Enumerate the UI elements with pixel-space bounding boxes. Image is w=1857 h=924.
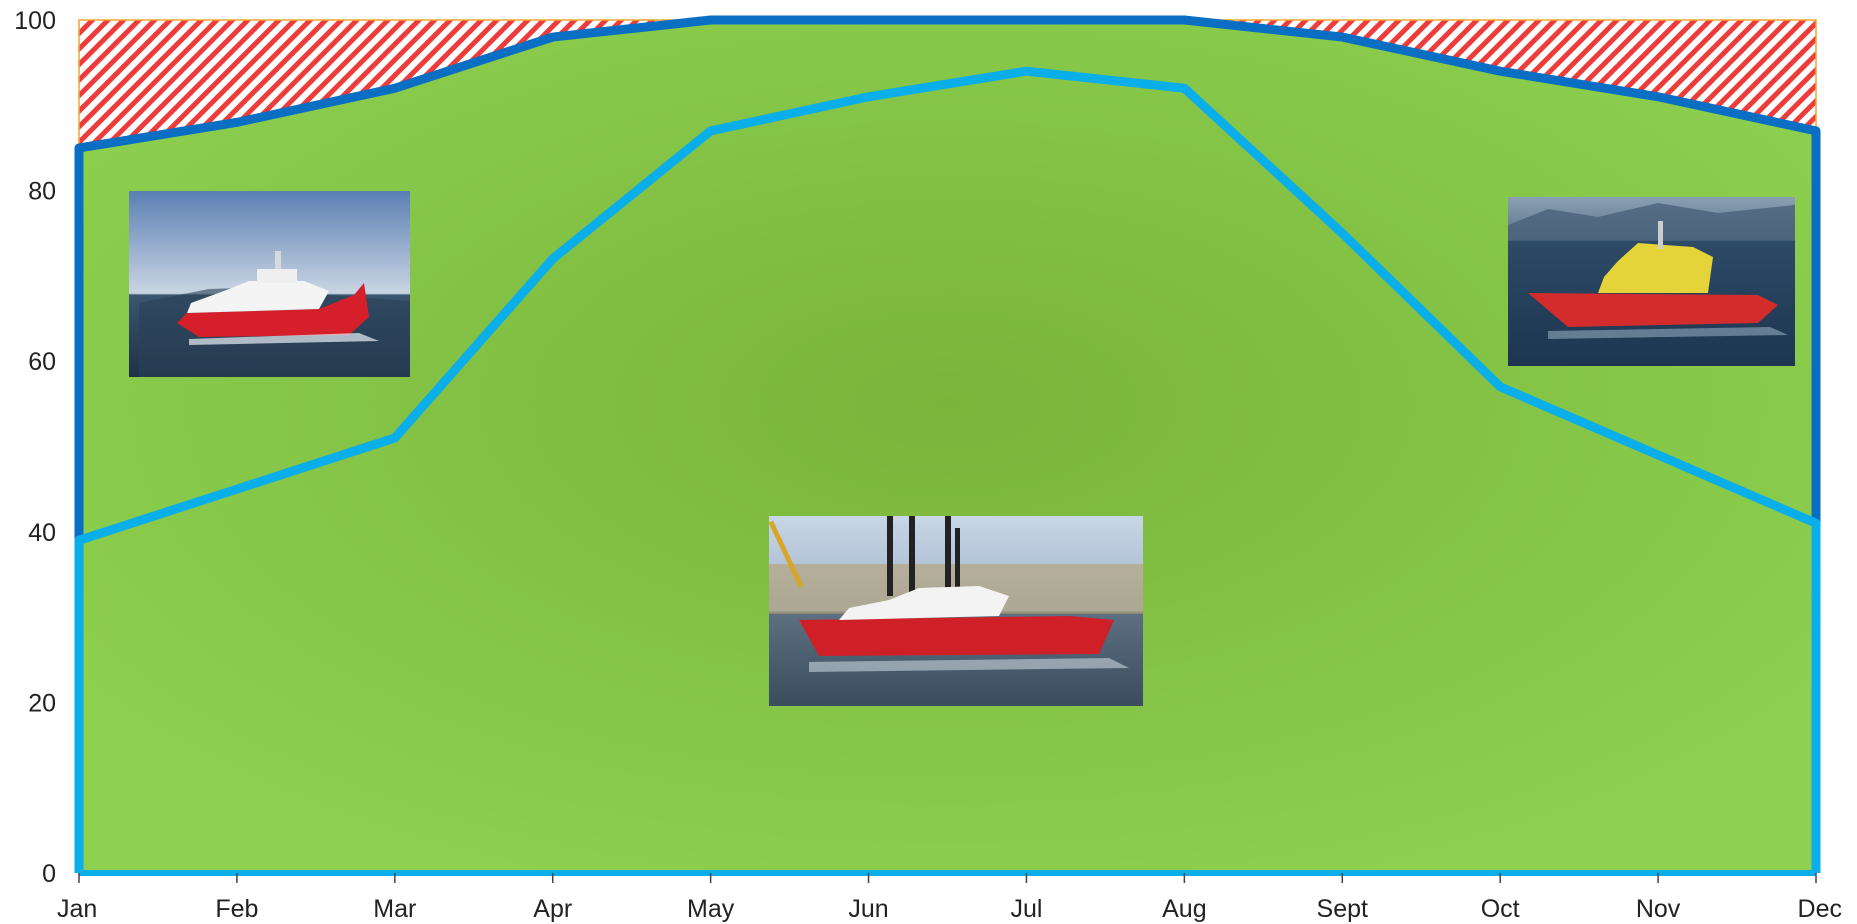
x-tick-label-mar: Mar xyxy=(373,895,416,923)
x-tick-label-sept: Sept xyxy=(1317,895,1368,923)
x-tick-label-dec: Dec xyxy=(1798,895,1842,923)
x-tick-label-feb: Feb xyxy=(215,895,258,923)
data-point-s1-oct xyxy=(1498,69,1503,74)
data-point-s2-oct xyxy=(1498,384,1503,389)
x-tick-label-oct: Oct xyxy=(1481,895,1520,923)
data-point-s1-nov xyxy=(1656,94,1661,99)
y-tick-label-40: 40 xyxy=(28,519,56,547)
data-point-s2-jun xyxy=(866,94,871,99)
red-white-vessel-photo xyxy=(129,191,410,377)
data-point-s2-dec xyxy=(1814,521,1818,526)
yellow-red-vessel-photo xyxy=(1508,197,1795,366)
y-tick-label-60: 60 xyxy=(28,348,56,376)
data-point-s2-sept xyxy=(1340,231,1345,236)
data-point-s2-aug xyxy=(1182,86,1187,91)
data-point-s1-apr xyxy=(550,35,555,40)
y-tick-label-80: 80 xyxy=(28,178,56,206)
data-point-s1-aug xyxy=(1182,18,1187,22)
data-point-s2-may xyxy=(708,128,713,133)
data-point-s2-apr xyxy=(550,256,555,261)
x-tick-label-jan: Jan xyxy=(57,895,97,923)
x-tick-label-apr: Apr xyxy=(533,895,572,923)
series-line-1 xyxy=(74,15,1821,873)
data-point-s1-may xyxy=(708,18,713,22)
data-point-s2-mar xyxy=(392,435,397,440)
x-tick-label-nov: Nov xyxy=(1636,895,1681,923)
data-point-s2-jan xyxy=(77,538,81,543)
y-tick-label-0: 0 xyxy=(42,860,56,888)
data-point-s1-jun xyxy=(866,18,871,22)
data-point-s2-feb xyxy=(234,487,239,492)
data-point-s1-jan xyxy=(77,145,81,150)
y-tick-label-100: 100 xyxy=(14,7,56,35)
x-tick-label-jul: Jul xyxy=(1010,895,1042,923)
x-tick-label-aug: Aug xyxy=(1162,895,1206,923)
data-point-s1-jul xyxy=(1024,18,1029,22)
data-point-s1-feb xyxy=(234,120,239,125)
x-tick-label-jun: Jun xyxy=(848,895,888,923)
data-point-s1-sept xyxy=(1340,35,1345,40)
x-tick-label-may: May xyxy=(687,895,735,923)
data-point-s2-nov xyxy=(1656,453,1661,458)
series-line-2 xyxy=(74,66,1821,873)
data-point-s2-jul xyxy=(1024,69,1029,74)
harbor-vessel-photo xyxy=(768,516,1143,706)
data-point-s1-dec xyxy=(1814,128,1818,133)
y-tick-label-20: 20 xyxy=(28,689,56,717)
data-point-s1-mar xyxy=(392,86,397,91)
green-area-fill xyxy=(79,20,1816,873)
